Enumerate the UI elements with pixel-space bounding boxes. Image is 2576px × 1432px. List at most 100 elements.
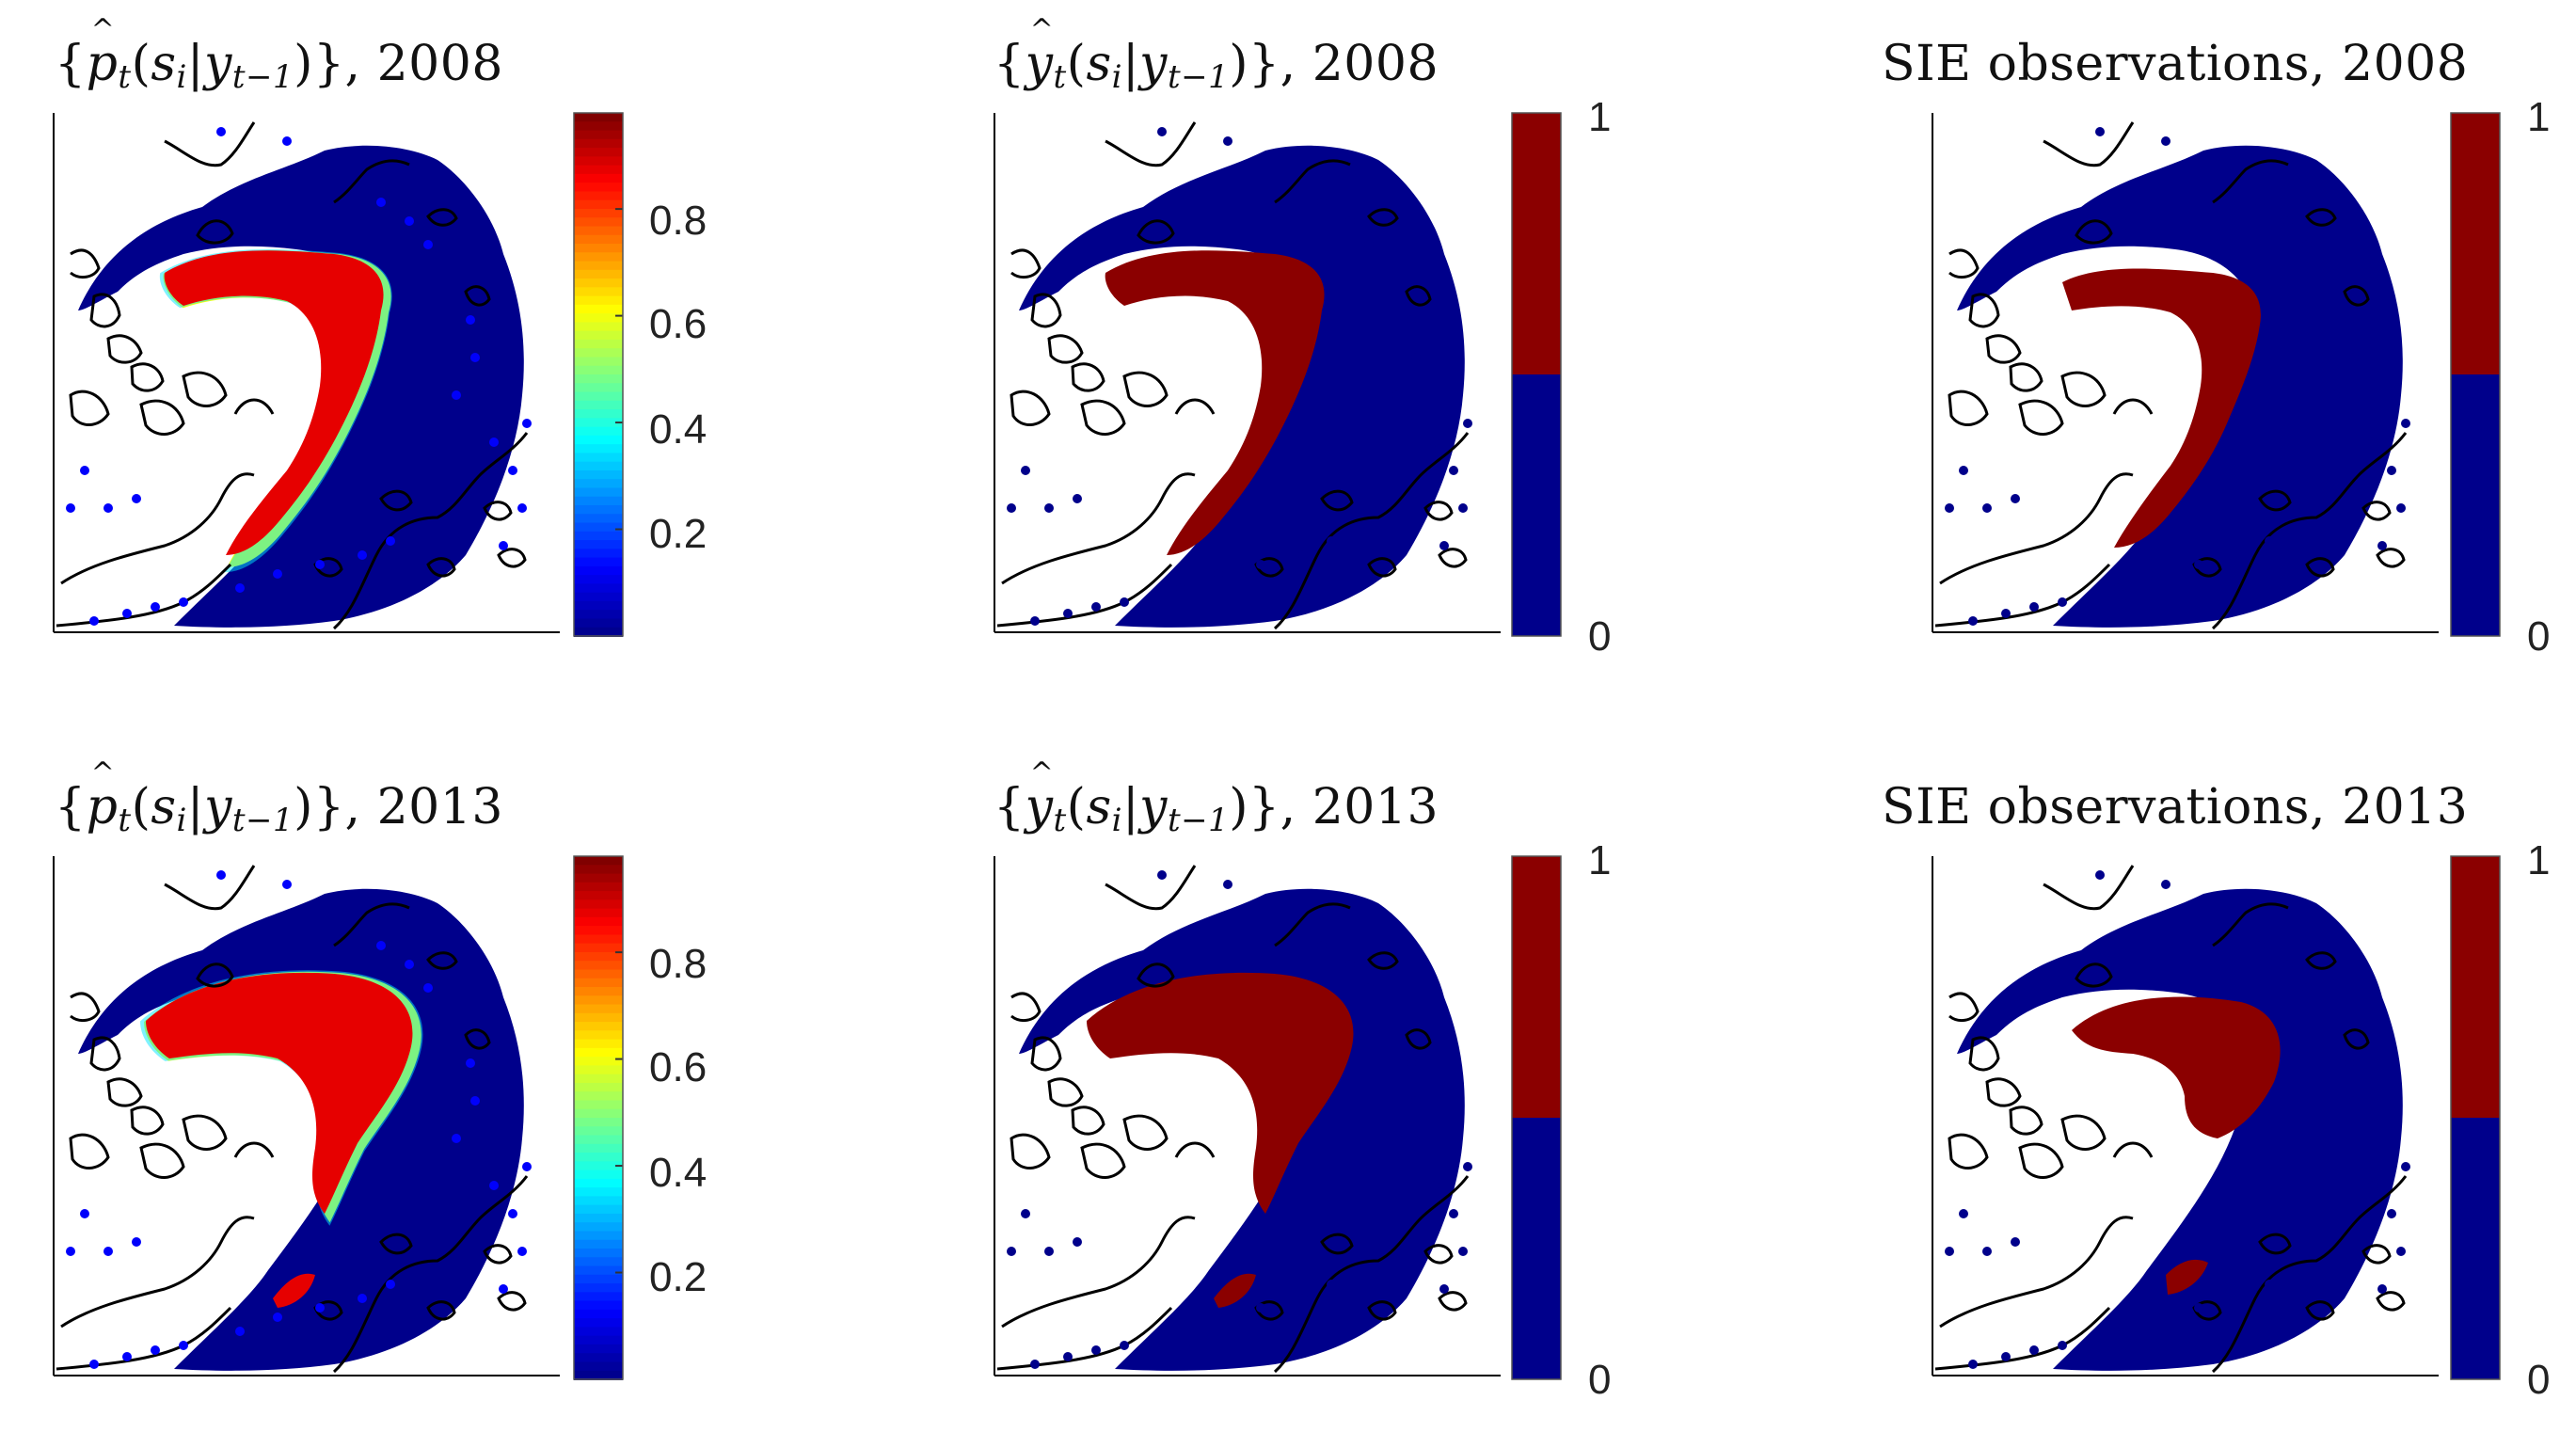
coastal-dot <box>2330 390 2340 400</box>
panel-title-prob-2013: {pt(si|yt−1)}, 2013 <box>55 756 503 839</box>
colorbar-prob-2008 <box>573 112 624 637</box>
colorbar-segment <box>574 1126 623 1137</box>
coastline <box>2009 362 2043 392</box>
coastal-dot <box>2349 1096 2359 1106</box>
colorbar-segment <box>574 600 623 612</box>
coastline <box>2112 1141 2154 1158</box>
cbar-tick: 0.6 <box>649 301 708 347</box>
coastal-dot <box>423 983 433 993</box>
coastline <box>1948 1133 1989 1169</box>
coastal-dot <box>2283 960 2293 969</box>
coastal-dot <box>1945 1247 1954 1256</box>
colorbar-segment <box>574 926 623 936</box>
coastline <box>1122 1114 1169 1151</box>
coastline <box>60 1216 255 1329</box>
colorbar-segment <box>574 1249 623 1259</box>
coastal-dot <box>1411 353 1421 362</box>
coastline <box>1367 208 1399 227</box>
colorbar-segment <box>574 1231 623 1241</box>
colorbar-ice-segment <box>1512 113 1561 374</box>
coastal-dot <box>2011 1237 2020 1247</box>
colorbar-segment <box>574 505 623 516</box>
coastline <box>2009 1106 2043 1136</box>
coastline <box>1137 219 1175 245</box>
coastal-dot <box>2368 438 2377 447</box>
coastal-dot <box>1345 216 1355 226</box>
colorbar-segment <box>574 444 623 454</box>
coastal-dot <box>2001 1352 2011 1361</box>
ice-probability-area <box>164 250 384 555</box>
coastal-dot <box>216 870 226 880</box>
coastline <box>333 902 410 947</box>
coastline <box>1080 399 1126 436</box>
colorbar-segment <box>574 1309 623 1320</box>
coastal-dot <box>66 1247 75 1256</box>
coastal-dot <box>2058 1341 2067 1350</box>
coastline <box>2361 1244 2392 1265</box>
coastline <box>1948 390 1989 426</box>
coastal-dot <box>2255 941 2265 950</box>
coastline <box>2258 1233 2292 1255</box>
coastline <box>1423 1244 1454 1265</box>
colorbar-segment <box>574 1196 623 1206</box>
coastline <box>426 951 458 970</box>
coastline <box>1968 293 2000 328</box>
coastline <box>332 432 529 630</box>
coastline <box>497 548 527 568</box>
colorbar-segment <box>574 1135 623 1145</box>
cbar-tick: 1 <box>1588 94 1612 140</box>
cbar-tick: 0.4 <box>649 406 708 453</box>
coastal-dot <box>470 353 480 362</box>
colorbar-segment <box>574 969 623 979</box>
coastline <box>2305 951 2337 970</box>
coastline <box>313 1300 343 1321</box>
coastline <box>1367 951 1399 970</box>
cbar-tick: 0.6 <box>649 1044 708 1090</box>
colorbar-segment <box>574 330 623 341</box>
coastline <box>1122 371 1169 407</box>
colorbar-ice-segment <box>2451 113 2500 374</box>
colorbar-frame <box>2450 855 2501 1380</box>
coastal-dot <box>423 240 433 249</box>
coastline <box>379 489 413 512</box>
coastal-dot <box>1223 136 1232 146</box>
coastal-dot <box>1364 983 1374 993</box>
coastline <box>2075 963 2113 988</box>
coastline <box>1254 557 1284 578</box>
colorbar-segment <box>574 130 623 140</box>
coastal-dot <box>466 1058 475 1068</box>
water-area <box>78 145 524 628</box>
coastal-dot <box>2194 560 2203 569</box>
coastal-dot <box>2345 315 2354 325</box>
colorbar-segment <box>574 1344 623 1355</box>
colorbar-segment <box>574 113 623 123</box>
coastline <box>60 472 255 585</box>
coastal-dot <box>315 1303 325 1313</box>
cbar-tick: 0.8 <box>649 198 708 244</box>
coastal-dot <box>1317 941 1327 950</box>
coastal-dot <box>1407 315 1416 325</box>
coastline <box>164 865 256 911</box>
coastal-dot <box>1298 550 1308 560</box>
coastal-dot <box>1214 569 1223 579</box>
ice-area <box>2166 1259 2208 1295</box>
colorbar-segment <box>574 1161 623 1171</box>
colorbar-segment <box>574 978 623 988</box>
coastline <box>2192 557 2222 578</box>
ice-probability-area <box>146 972 413 1214</box>
coastal-dot <box>1157 870 1167 880</box>
coastline <box>1939 1216 2134 1329</box>
colorbar-frame <box>1511 112 1562 637</box>
colorbar-segment <box>574 183 623 193</box>
coastal-dot <box>376 941 386 950</box>
coastal-dot <box>2302 983 2312 993</box>
coastline <box>1438 548 1468 568</box>
coastline <box>89 293 121 328</box>
coastline <box>1047 1077 1084 1107</box>
coastal-dot <box>1157 127 1167 136</box>
coastal-dot <box>2377 541 2387 550</box>
coastal-dot <box>2396 1247 2406 1256</box>
coastline <box>2305 1300 2335 1321</box>
colorbar-obs-2013 <box>2450 855 2501 1380</box>
coastline <box>69 390 110 426</box>
